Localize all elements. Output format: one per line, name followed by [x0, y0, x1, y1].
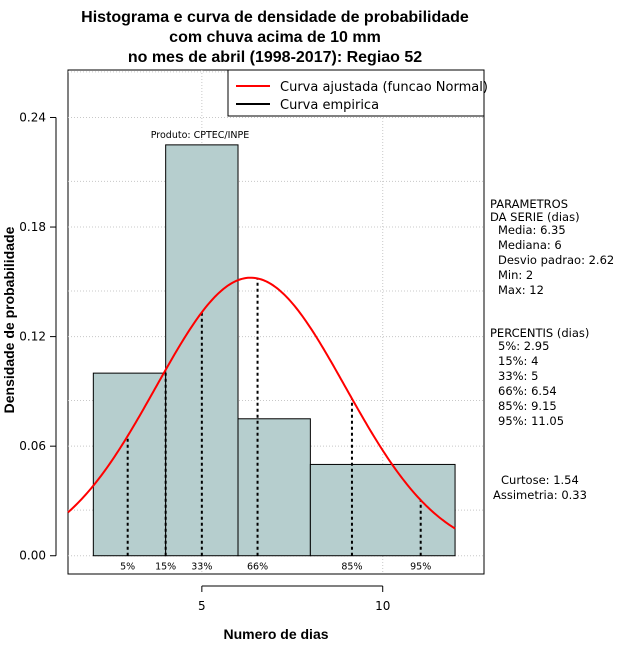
percentile-markers: 5% 15% 33% 66% 85% 95%: [120, 278, 431, 573]
legend: Curva ajustada (funcao Normal) Curva emp…: [227, 69, 488, 117]
percentile-label-0: 5%: [120, 562, 135, 573]
chart-title-line-1: Histograma e curva de densidade de proba…: [81, 9, 469, 26]
percentile-95: 95%: 11.05: [498, 414, 564, 428]
histogram-bar-3: [309, 463, 456, 557]
param-mediana: Mediana: 6: [498, 238, 562, 252]
histogram-bar-0: [92, 372, 167, 557]
histogram-bar-2: [237, 418, 311, 557]
percentile-label-2: 33%: [191, 562, 212, 573]
percentile-15: 15%: 4: [498, 354, 538, 368]
y-axis-label: Densidade de probabilidade: [1, 226, 17, 413]
normal-curve-layer: [67, 276, 456, 530]
percentile-label-3: 66%: [247, 562, 268, 573]
stat-curtose: Curtose: 1.54: [501, 473, 579, 487]
params-header-1: PARAMETROS: [490, 197, 568, 211]
legend-box: [227, 69, 485, 117]
param-max: Max: 12: [498, 283, 544, 297]
params-header-2: DA SERIE (dias): [490, 210, 580, 224]
percentile-label-1: 15%: [155, 562, 176, 573]
percentiles-panel: PERCENTIS (dias) 5%: 2.95 15%: 4 33%: 5 …: [490, 326, 589, 428]
param-min: Min: 2: [498, 268, 533, 282]
series-parameters-panel: PARAMETROS DA SERIE (dias) Media: 6.35 M…: [490, 197, 614, 297]
percentile-66: 66%: 6.54: [498, 384, 557, 398]
producer-note: Produto: CPTEC/INPE: [151, 130, 250, 141]
legend-normal-label: Curva ajustada (funcao Normal): [280, 80, 488, 95]
stat-assimetria: Assimetria: 0.33: [493, 488, 587, 502]
histogram-bars: [92, 144, 456, 557]
axes: 0.00 0.06 0.12 0.18 0.24 5 10: [19, 110, 390, 613]
param-desvio: Desvio padrao: 2.62: [498, 253, 614, 267]
x-axis-label: Numero de dias: [223, 626, 328, 642]
percentile-85: 85%: 9.15: [498, 399, 557, 413]
x-tick-label-1: 10: [375, 599, 390, 613]
x-tick-label-0: 5: [198, 599, 206, 613]
chart-title-line-3: no mes de abril (1998-2017): Regiao 52: [128, 49, 422, 66]
percentile-5: 5%: 2.95: [498, 339, 549, 353]
percentile-33: 33%: 5: [498, 369, 538, 383]
y-tick-label-1: 0.06: [19, 439, 46, 453]
y-tick-label-0: 0.00: [19, 549, 46, 563]
legend-empirical-label: Curva empirica: [280, 98, 379, 113]
shape-stats-panel: Curtose: 1.54 Assimetria: 0.33: [493, 473, 587, 502]
percentile-label-4: 85%: [341, 562, 362, 573]
y-tick-label-4: 0.24: [19, 110, 46, 124]
percentis-header: PERCENTIS (dias): [490, 326, 589, 340]
y-tick-label-2: 0.12: [19, 330, 46, 344]
chart-title-line-2: com chuva acima de 10 mm: [169, 29, 381, 46]
param-media: Media: 6.35: [498, 223, 566, 237]
y-tick-label-3: 0.18: [19, 220, 46, 234]
percentile-label-5: 95%: [410, 562, 431, 573]
normal-curve-line: [67, 276, 456, 530]
